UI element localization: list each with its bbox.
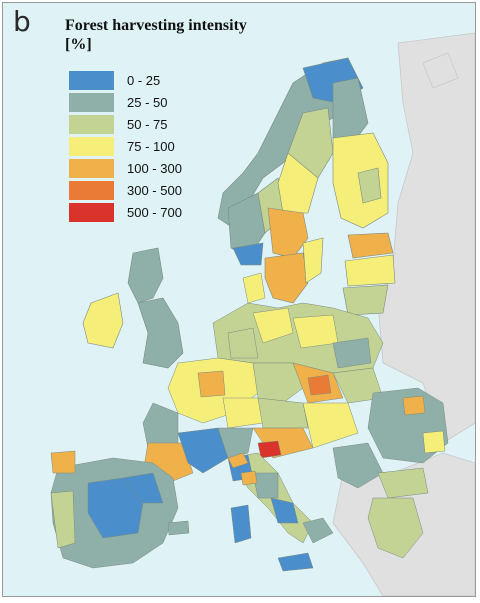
region-sweden [264, 107, 334, 304]
legend-item: 25 - 50 [69, 91, 182, 113]
legend-title-line1: Forest harvesting intensity [65, 17, 247, 34]
region-uk-ireland [82, 247, 184, 369]
legend-swatch [69, 136, 114, 156]
region-italy [227, 452, 334, 572]
legend-label: 300 - 500 [127, 182, 182, 198]
legend-item: 50 - 75 [69, 113, 182, 135]
region-finland [332, 77, 389, 229]
legend-swatch [69, 158, 114, 178]
legend-item: 75 - 100 [69, 135, 182, 157]
legend-label: 75 - 100 [127, 138, 175, 154]
legend-title: Forest harvesting intensity [%] [65, 16, 247, 54]
legend-item: 500 - 700 [69, 201, 182, 223]
legend-swatch [69, 202, 114, 222]
legend-swatch [69, 70, 114, 90]
legend-swatch [69, 180, 114, 200]
legend-label: 500 - 700 [127, 204, 182, 220]
region-central-europe [142, 302, 384, 484]
region-baltics [342, 232, 396, 316]
legend-item: 300 - 500 [69, 179, 182, 201]
legend-item: 0 - 25 [69, 69, 182, 91]
legend-item: 100 - 300 [69, 157, 182, 179]
map-figure: b Forest harvesting intensity [%] 0 - 25… [2, 2, 476, 597]
legend-title-line2: [%] [65, 36, 92, 53]
legend-swatch [69, 114, 114, 134]
legend-label: 0 - 25 [127, 72, 161, 88]
region-iberia [50, 450, 190, 569]
legend-label: 100 - 300 [127, 160, 182, 176]
region-denmark [242, 272, 266, 304]
region-southeast-europe [332, 387, 449, 559]
legend: 0 - 25 25 - 50 50 - 75 75 - 100 100 - 30… [69, 69, 182, 223]
legend-swatch [69, 92, 114, 112]
legend-label: 50 - 75 [127, 116, 168, 132]
panel-label: b [13, 5, 31, 38]
europe-map [3, 3, 475, 596]
legend-label: 25 - 50 [127, 94, 168, 110]
